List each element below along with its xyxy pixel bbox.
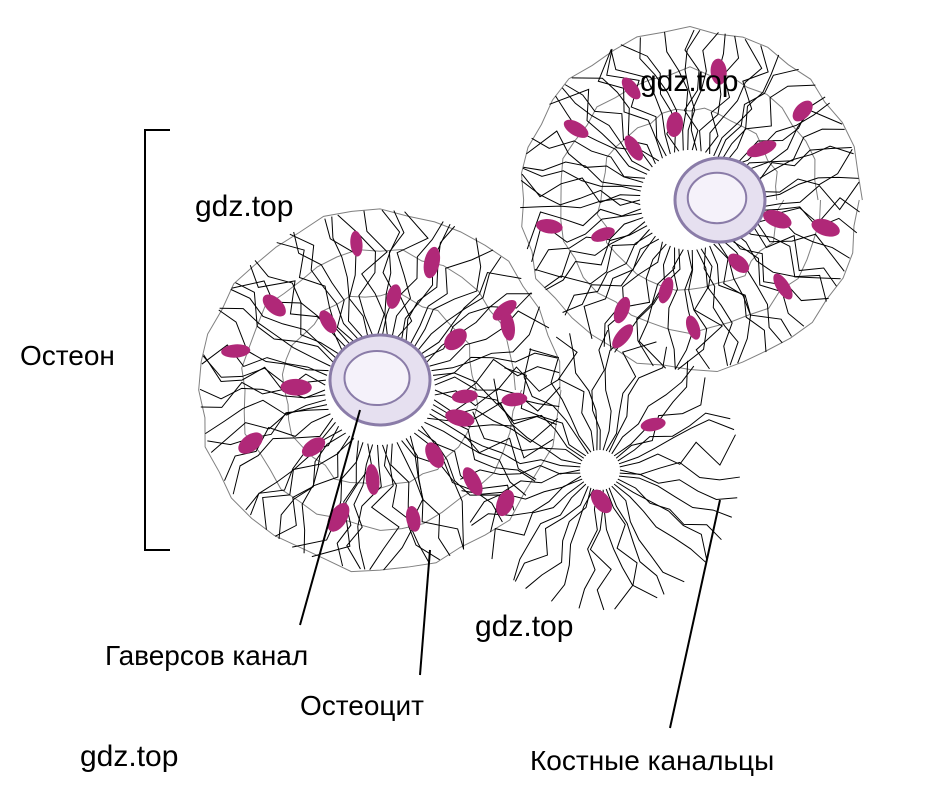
diagram-svg [0, 0, 948, 791]
osteon-left [199, 209, 740, 610]
watermark-4: gdz.top [80, 740, 178, 774]
watermark-1: gdz.top [640, 65, 738, 99]
label-osteon: Остеон [20, 340, 115, 372]
label-bone-canaliculi: Костные канальцы [530, 745, 774, 777]
label-haversian-canal: Гаверсов канал [105, 640, 308, 672]
watermark-3: gdz.top [475, 610, 573, 644]
watermark-2: gdz.top [195, 190, 293, 224]
osteon-bracket [145, 130, 170, 550]
label-osteocyte: Остеоцит [300, 690, 424, 722]
bone-tissue-diagram: Остеон Гаверсов канал Остеоцит Костные к… [0, 0, 948, 791]
